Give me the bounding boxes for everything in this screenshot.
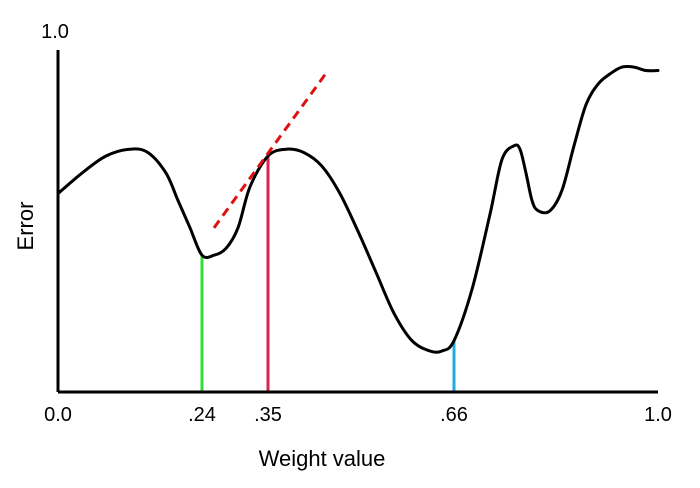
x-axis-label: Weight value xyxy=(259,446,386,471)
x-tick-label-3: .66 xyxy=(440,404,468,426)
y-axis-label: Error xyxy=(13,202,38,251)
tangent-line xyxy=(212,69,330,229)
tangent-layer xyxy=(212,69,330,229)
y-tick-label-0: 1.0 xyxy=(41,21,69,43)
x-tick-label-1: .24 xyxy=(188,404,216,426)
x-tick-label-4: 1.0 xyxy=(644,404,672,426)
error-curve-line-0 xyxy=(56,64,660,354)
x-tick-label-0: 0.0 xyxy=(44,404,72,426)
curve-layer xyxy=(56,64,660,354)
markers-layer xyxy=(200,156,456,392)
x-tick-label-2: .35 xyxy=(254,404,282,426)
axes-layer xyxy=(56,50,658,394)
labels-layer: Weight value Error 0.0 .24 .35 .66 1.0 1.0 xyxy=(13,21,672,471)
